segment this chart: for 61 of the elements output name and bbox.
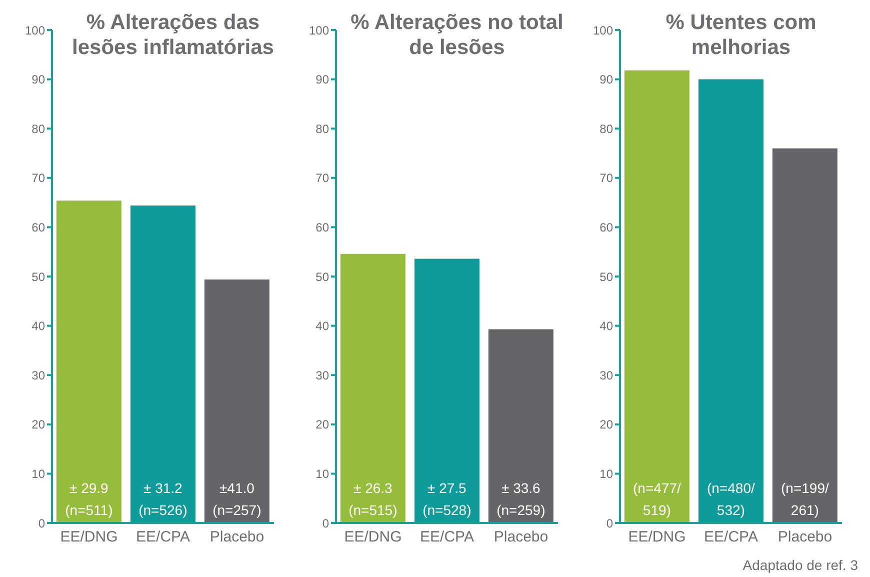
bar [56,200,122,523]
y-tick-label: 10 [600,466,614,481]
bar [488,329,554,523]
x-tick-label: EE/DNG [344,528,402,546]
data-label: (n=480/ 532) [707,480,755,518]
y-tick-label: 50 [32,270,46,284]
x-tick-label: Placebo [778,528,832,546]
data-label: (n=477/ 519) [633,480,681,518]
data-label: ±41.0 (n=257) [212,480,262,518]
y-tick-label: 30 [600,368,614,382]
y-tick-label: 10 [32,466,46,481]
y-tick-label: 70 [600,171,614,186]
x-tick-label: Placebo [494,528,548,546]
chart-title: % Utentes com melhorias [664,10,818,60]
y-tick-label: 100 [308,23,330,38]
y-tick-label: 30 [32,368,46,382]
y-tick-label: 40 [600,319,614,334]
y-tick-label: 40 [32,319,46,334]
bar [624,70,690,523]
y-tick-label: 80 [32,122,46,136]
bar [204,279,270,523]
y-tick-label: 60 [600,220,614,234]
x-tick-label: EE/DNG [628,528,686,546]
data-label: ± 26.3 (n=515) [348,480,398,518]
x-tick-label: Placebo [210,528,264,546]
x-tick-label: EE/CPA [420,528,474,546]
y-tick-label: 20 [32,418,46,432]
y-tick-label: 60 [316,220,330,234]
y-tick-label: 70 [316,171,330,186]
y-tick-label: 20 [600,418,614,432]
y-tick-label: 90 [600,72,614,87]
y-tick-label: 0 [322,516,330,530]
data-label: (n=199/ 261) [781,480,829,518]
y-tick-label: 100 [592,23,614,38]
y-tick-label: 50 [600,270,614,284]
bar [772,148,838,523]
data-label: ± 27.5 (n=528) [422,480,472,518]
x-tick-label: EE/CPA [704,528,758,546]
y-tick-label: 90 [32,72,46,87]
y-tick-label: 100 [24,23,46,38]
chart-title: % Alterações no total de lesões [350,10,564,60]
y-tick-label: 80 [316,122,330,136]
data-label: ± 29.9 (n=511) [65,480,113,518]
y-tick-label: 40 [316,319,330,334]
y-tick-label: 70 [32,171,46,186]
y-tick-label: 60 [32,220,46,234]
y-tick-label: 20 [316,418,330,432]
data-label: ± 31.2 (n=526) [138,480,188,518]
bar [340,254,406,523]
y-tick-label: 80 [600,122,614,136]
y-tick-label: 0 [606,516,614,530]
data-label: ± 33.6 (n=259) [496,480,546,518]
y-tick-label: 10 [316,466,330,481]
y-tick-label: 90 [316,72,330,87]
x-tick-label: EE/DNG [60,528,118,546]
y-tick-label: 0 [38,516,46,530]
y-tick-label: 30 [316,368,330,382]
x-tick-label: EE/CPA [136,528,190,546]
y-tick-label: 50 [316,270,330,284]
chart-title: % Alterações das lesões inflamatórias [71,10,275,60]
text: Adaptado de ref. 3 [742,557,858,573]
